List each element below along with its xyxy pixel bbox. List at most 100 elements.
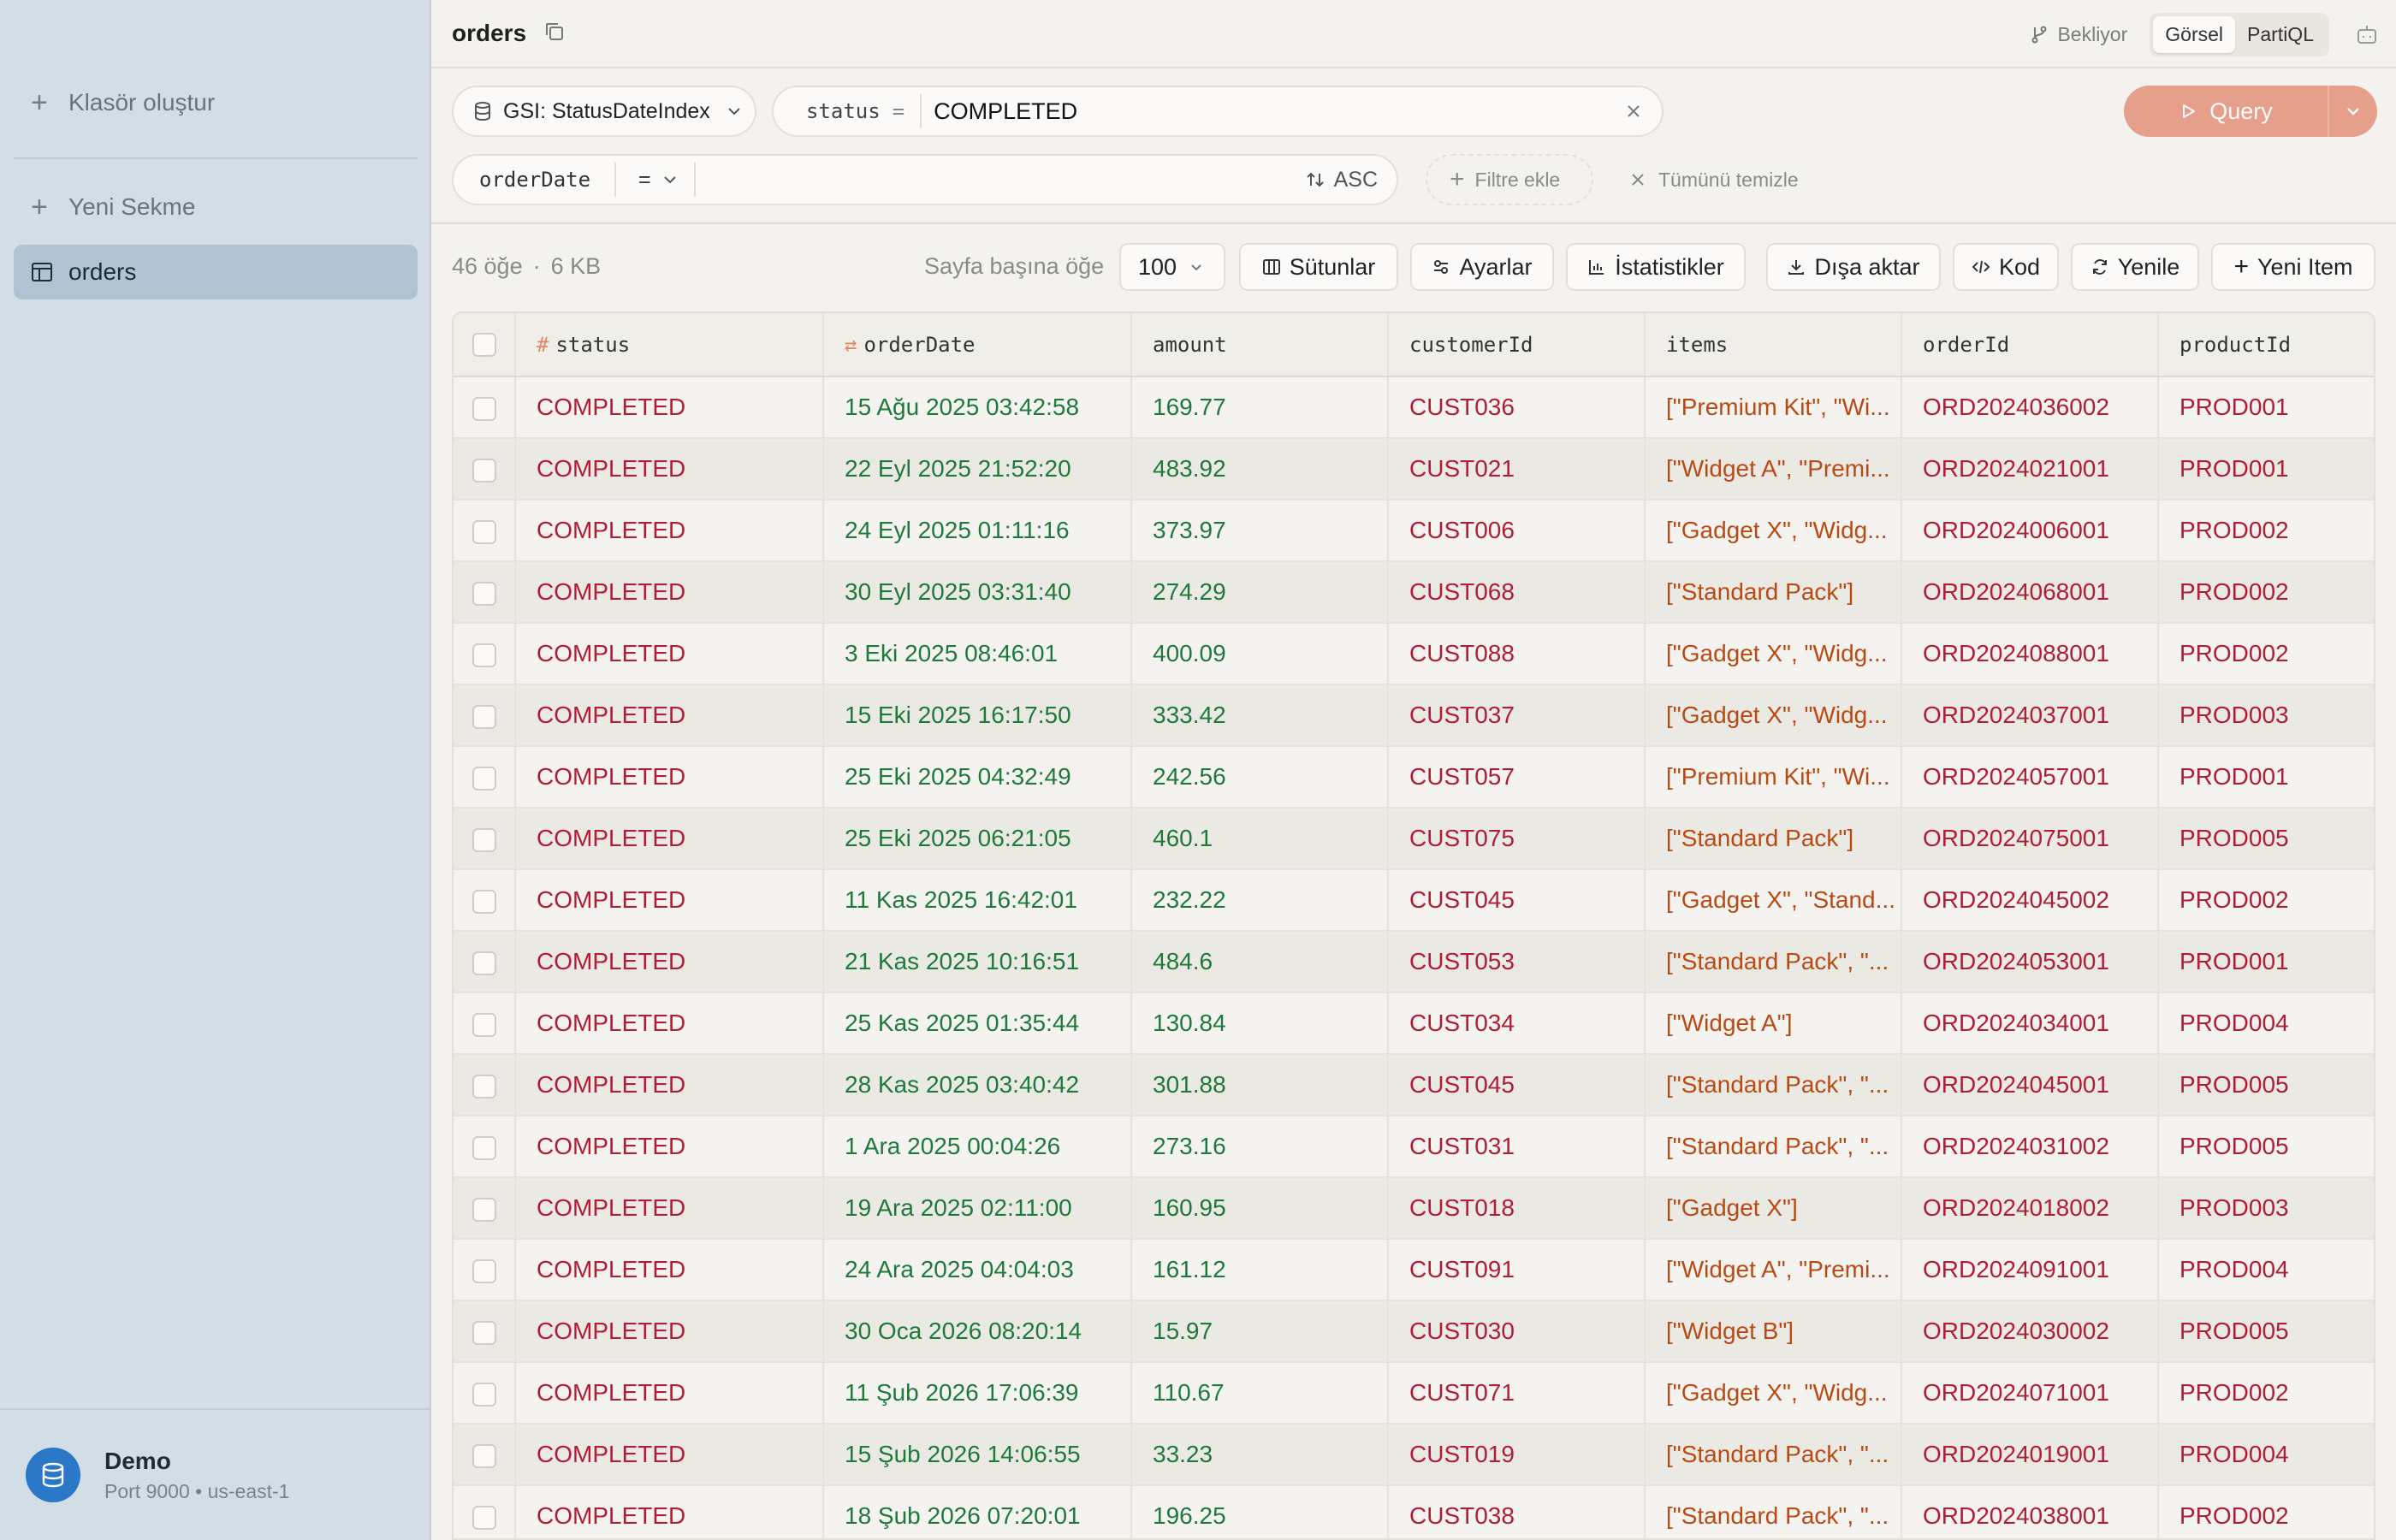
cell-productid[interactable]: PROD005 bbox=[2158, 1300, 2374, 1363]
cell-status[interactable]: COMPLETED bbox=[515, 931, 824, 993]
cell-amount[interactable]: 460.1 bbox=[1131, 808, 1389, 870]
cell-customerid[interactable]: CUST038 bbox=[1388, 1485, 1646, 1538]
cell-orderid[interactable]: ORD2024071001 bbox=[1901, 1362, 2159, 1424]
cell-items[interactable]: ["Widget A"] bbox=[1645, 992, 1902, 1055]
cell-amount[interactable]: 373.97 bbox=[1131, 500, 1389, 562]
table-row[interactable]: COMPLETED 15 Ağu 2025 03:42:58 169.77 CUST0… bbox=[454, 376, 2374, 439]
cell-amount[interactable]: 333.42 bbox=[1131, 684, 1389, 747]
cell-orderid[interactable]: ORD2024019001 bbox=[1901, 1424, 2159, 1486]
table-row[interactable]: COMPLETED 15 Eki 2025 16:17:50 333.42 CUST0… bbox=[454, 684, 2374, 747]
add-filter-button[interactable]: + Filtre ekle bbox=[1426, 154, 1593, 205]
cell-customerid[interactable]: CUST018 bbox=[1388, 1177, 1646, 1240]
row-checkbox[interactable] bbox=[471, 1382, 496, 1407]
cell-items[interactable]: ["Premium Kit", "Wi... bbox=[1645, 376, 1902, 439]
settings-button[interactable]: Ayarlar bbox=[1410, 243, 1554, 291]
cell-items[interactable]: ["Gadget X", "Widg... bbox=[1645, 684, 1902, 747]
code-button[interactable]: Kod bbox=[1953, 243, 2059, 291]
per-page-select[interactable]: 100 bbox=[1119, 243, 1225, 291]
cell-amount[interactable]: 273.16 bbox=[1131, 1116, 1389, 1178]
row-checkbox[interactable] bbox=[471, 1505, 496, 1530]
cell-amount[interactable]: 232.22 bbox=[1131, 869, 1389, 932]
cell-items[interactable]: ["Gadget X", "Widg... bbox=[1645, 500, 1902, 562]
cell-orderid[interactable]: ORD2024057001 bbox=[1901, 746, 2159, 808]
cell-customerid[interactable]: CUST036 bbox=[1388, 376, 1646, 439]
column-header-customerid[interactable]: customerId bbox=[1388, 313, 1646, 377]
cell-productid[interactable]: PROD005 bbox=[2158, 1116, 2374, 1178]
cell-productid[interactable]: PROD002 bbox=[2158, 500, 2374, 562]
cell-customerid[interactable]: CUST034 bbox=[1388, 992, 1646, 1055]
cell-orderdate[interactable]: 11 Kas 2025 16:42:01 bbox=[823, 869, 1132, 932]
row-checkbox[interactable] bbox=[471, 766, 496, 791]
cell-orderdate[interactable]: 24 Ara 2025 04:04:03 bbox=[823, 1239, 1132, 1301]
cell-status[interactable]: COMPLETED bbox=[515, 561, 824, 624]
cell-customerid[interactable]: CUST031 bbox=[1388, 1116, 1646, 1178]
cell-orderdate[interactable]: 15 Şub 2026 14:06:55 bbox=[823, 1424, 1132, 1486]
cell-orderid[interactable]: ORD2024088001 bbox=[1901, 623, 2159, 685]
new-item-button[interactable]: + Yeni Item bbox=[2211, 243, 2375, 291]
tab-visual[interactable]: Görsel bbox=[2153, 15, 2236, 53]
cell-orderdate[interactable]: 18 Şub 2026 07:20:01 bbox=[823, 1485, 1132, 1538]
table-row[interactable]: COMPLETED 1 Ara 2025 00:04:26 273.16 CUST03… bbox=[454, 1116, 2374, 1178]
cell-productid[interactable]: PROD004 bbox=[2158, 1239, 2374, 1301]
cell-orderid[interactable]: ORD2024091001 bbox=[1901, 1239, 2159, 1301]
sort-operator-select[interactable]: = bbox=[638, 167, 651, 192]
cell-customerid[interactable]: CUST057 bbox=[1388, 746, 1646, 808]
cell-orderid[interactable]: ORD2024018002 bbox=[1901, 1177, 2159, 1240]
row-checkbox[interactable] bbox=[471, 1320, 496, 1345]
cell-amount[interactable]: 301.88 bbox=[1131, 1054, 1389, 1116]
cell-orderdate[interactable]: 30 Oca 2026 08:20:14 bbox=[823, 1300, 1132, 1363]
cell-items[interactable]: ["Standard Pack", "... bbox=[1645, 931, 1902, 993]
cell-amount[interactable]: 484.6 bbox=[1131, 931, 1389, 993]
cell-productid[interactable]: PROD002 bbox=[2158, 561, 2374, 624]
cell-orderdate[interactable]: 3 Eki 2025 08:46:01 bbox=[823, 623, 1132, 685]
cell-items[interactable]: ["Standard Pack"] bbox=[1645, 808, 1902, 870]
row-checkbox[interactable] bbox=[471, 519, 496, 544]
export-button[interactable]: Dışa aktar bbox=[1766, 243, 1941, 291]
cell-orderdate[interactable]: 25 Eki 2025 06:21:05 bbox=[823, 808, 1132, 870]
cell-orderid[interactable]: ORD2024045001 bbox=[1901, 1054, 2159, 1116]
cell-items[interactable]: ["Standard Pack", "... bbox=[1645, 1116, 1902, 1178]
row-checkbox[interactable] bbox=[471, 581, 496, 606]
cell-amount[interactable]: 130.84 bbox=[1131, 992, 1389, 1055]
cell-items[interactable]: ["Gadget X", "Widg... bbox=[1645, 1362, 1902, 1424]
cell-orderdate[interactable]: 15 Eki 2025 16:17:50 bbox=[823, 684, 1132, 747]
cell-orderid[interactable]: ORD2024068001 bbox=[1901, 561, 2159, 624]
cell-items[interactable]: ["Gadget X"] bbox=[1645, 1177, 1902, 1240]
cell-status[interactable]: COMPLETED bbox=[515, 1424, 824, 1486]
row-checkbox[interactable] bbox=[471, 704, 496, 729]
row-checkbox[interactable] bbox=[471, 1259, 496, 1283]
cell-items[interactable]: ["Widget B"] bbox=[1645, 1300, 1902, 1363]
cell-customerid[interactable]: CUST037 bbox=[1388, 684, 1646, 747]
tab-partiql[interactable]: PartiQL bbox=[2247, 22, 2314, 45]
cell-orderid[interactable]: ORD2024006001 bbox=[1901, 500, 2159, 562]
cell-orderdate[interactable]: 19 Ara 2025 02:11:00 bbox=[823, 1177, 1132, 1240]
table-row[interactable]: COMPLETED 24 Ara 2025 04:04:03 161.12 CUST0… bbox=[454, 1239, 2374, 1301]
column-header-amount[interactable]: amount bbox=[1131, 313, 1389, 377]
cell-productid[interactable]: PROD001 bbox=[2158, 746, 2374, 808]
cell-status[interactable]: COMPLETED bbox=[515, 1054, 824, 1116]
cell-amount[interactable]: 274.29 bbox=[1131, 561, 1389, 624]
cell-items[interactable]: ["Widget A", "Premi... bbox=[1645, 438, 1902, 500]
cell-amount[interactable]: 110.67 bbox=[1131, 1362, 1389, 1424]
table-row[interactable]: COMPLETED 18 Şub 2026 07:20:01 196.25 CUST0… bbox=[454, 1485, 2374, 1538]
table-row[interactable]: COMPLETED 25 Kas 2025 01:35:44 130.84 CUST0… bbox=[454, 992, 2374, 1055]
cell-status[interactable]: COMPLETED bbox=[515, 1177, 824, 1240]
row-checkbox[interactable] bbox=[471, 1135, 496, 1160]
cell-customerid[interactable]: CUST019 bbox=[1388, 1424, 1646, 1486]
sort-value-input[interactable] bbox=[696, 163, 1397, 197]
row-checkbox[interactable] bbox=[471, 1074, 496, 1099]
cell-orderid[interactable]: ORD2024045002 bbox=[1901, 869, 2159, 932]
new-tab-button[interactable]: + Yeni Sekme bbox=[14, 180, 418, 234]
cell-orderid[interactable]: ORD2024075001 bbox=[1901, 808, 2159, 870]
row-checkbox[interactable] bbox=[471, 396, 496, 421]
cell-items[interactable]: ["Premium Kit", "Wi... bbox=[1645, 746, 1902, 808]
cell-orderid[interactable]: ORD2024038001 bbox=[1901, 1485, 2159, 1538]
row-checkbox[interactable] bbox=[471, 951, 496, 975]
cell-amount[interactable]: 400.09 bbox=[1131, 623, 1389, 685]
cell-productid[interactable]: PROD005 bbox=[2158, 808, 2374, 870]
cell-items[interactable]: ["Standard Pack"] bbox=[1645, 561, 1902, 624]
sidebar-item-orders[interactable]: orders bbox=[14, 245, 418, 299]
cell-amount[interactable]: 242.56 bbox=[1131, 746, 1389, 808]
cell-orderdate[interactable]: 11 Şub 2026 17:06:39 bbox=[823, 1362, 1132, 1424]
refresh-button[interactable]: Yenile bbox=[2071, 243, 2199, 291]
